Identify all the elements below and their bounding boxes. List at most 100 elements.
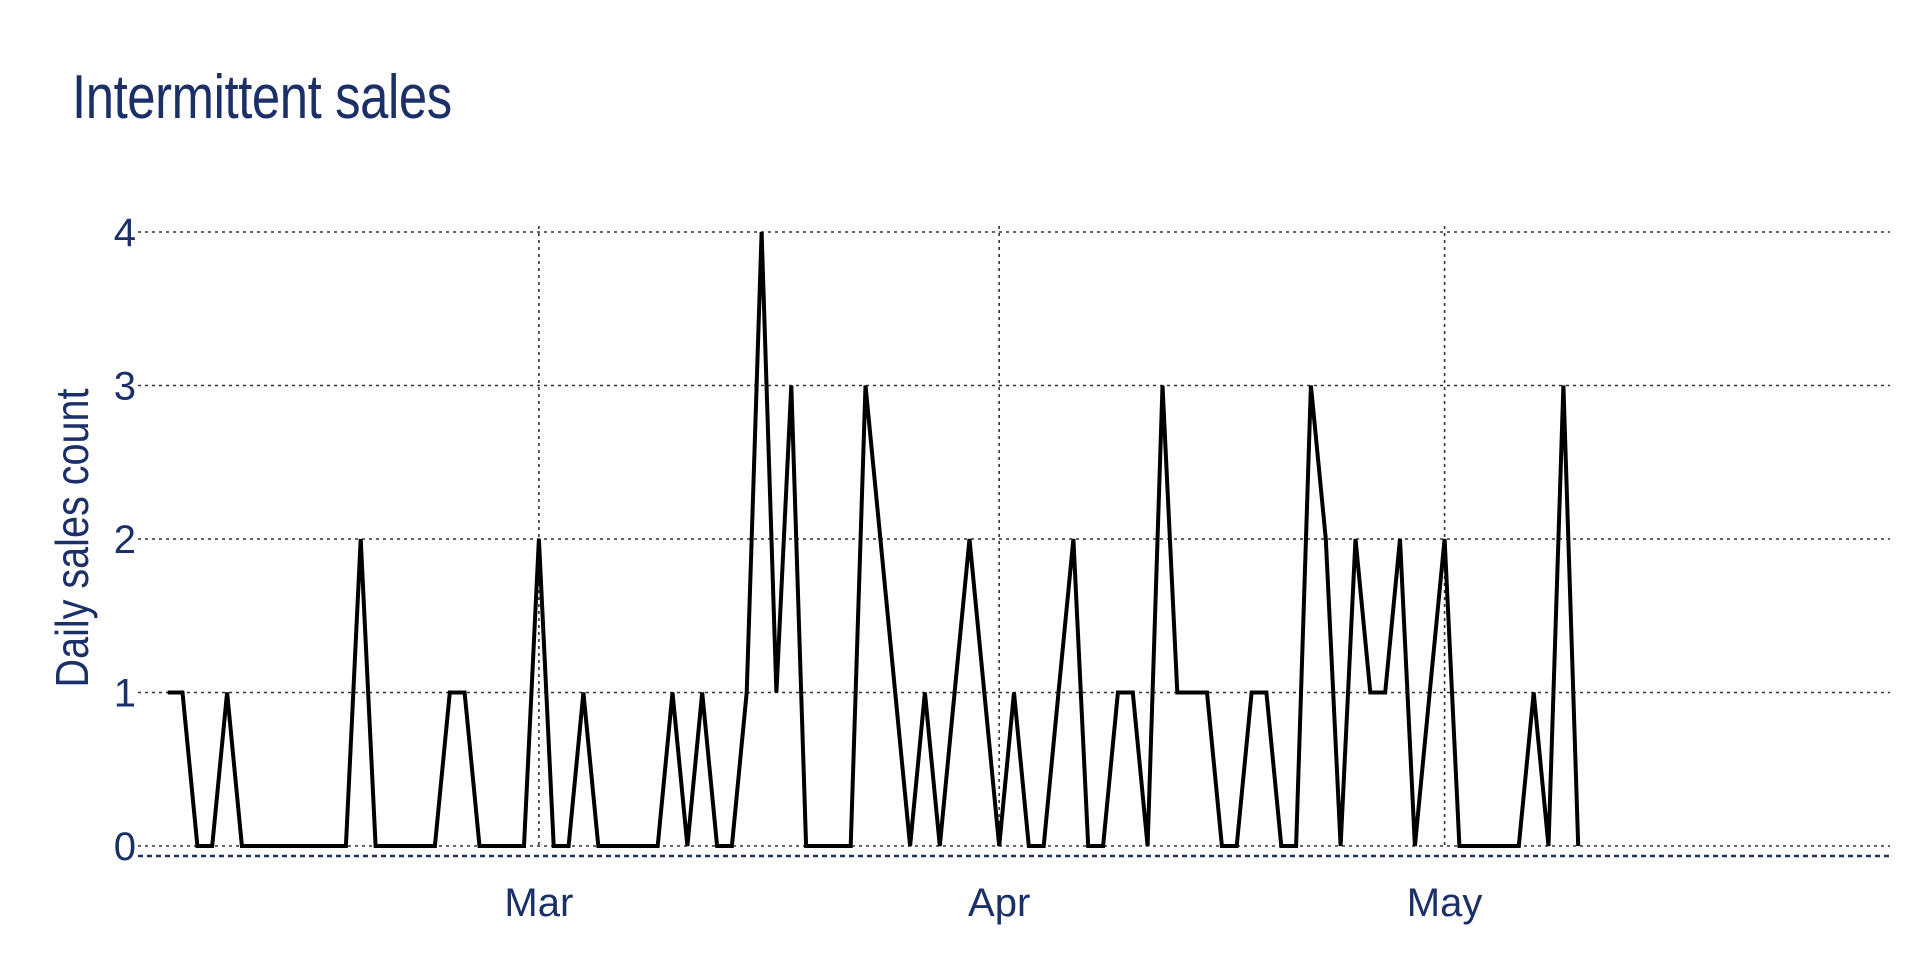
- data-point: [418, 844, 422, 848]
- data-point: [1012, 691, 1016, 695]
- data-point: [1368, 691, 1372, 695]
- data-point: [1086, 844, 1090, 848]
- data-point: [1324, 537, 1328, 541]
- data-point: [329, 844, 333, 848]
- data-point: [1190, 691, 1194, 695]
- data-point: [522, 844, 526, 848]
- data-point: [1398, 537, 1402, 541]
- data-point: [225, 691, 229, 695]
- data-point: [1264, 691, 1268, 695]
- data-point: [1205, 691, 1209, 695]
- data-point: [1517, 844, 1521, 848]
- data-point: [1561, 384, 1565, 388]
- data-point: [507, 844, 511, 848]
- data-point: [968, 537, 972, 541]
- data-point: [1101, 844, 1105, 848]
- data-point: [938, 844, 942, 848]
- data-point: [1354, 537, 1358, 541]
- y-tick-label: 0: [114, 825, 136, 869]
- x-tick-label: Mar: [504, 881, 573, 925]
- data-point: [715, 844, 719, 848]
- data-point: [433, 844, 437, 848]
- data-point: [878, 537, 882, 541]
- data-point: [240, 844, 244, 848]
- data-point: [774, 691, 778, 695]
- chart-title: Intermittent sales: [72, 63, 452, 132]
- data-point: [626, 844, 630, 848]
- x-tick-label: May: [1407, 881, 1483, 925]
- data-point: [374, 844, 378, 848]
- data-point: [1131, 691, 1135, 695]
- data-point: [1116, 691, 1120, 695]
- data-point: [492, 844, 496, 848]
- data-point: [849, 844, 853, 848]
- data-point: [997, 844, 1001, 848]
- data-point: [1487, 844, 1491, 848]
- data-point: [1472, 844, 1476, 848]
- data-point: [1428, 691, 1432, 695]
- data-point: [463, 691, 467, 695]
- data-point: [537, 537, 541, 541]
- data-point: [181, 691, 185, 695]
- data-point: [1576, 844, 1580, 848]
- data-point: [789, 384, 793, 388]
- data-point: [552, 844, 556, 848]
- data-point: [1057, 691, 1061, 695]
- data-point: [685, 844, 689, 848]
- y-tick-labels: 0 1 2 3 4: [114, 211, 136, 869]
- data-point: [745, 691, 749, 695]
- data-point: [819, 844, 823, 848]
- y-tick-label: 1: [114, 672, 136, 716]
- data-point: [671, 691, 675, 695]
- data-point: [403, 844, 407, 848]
- data-point: [285, 844, 289, 848]
- data-point: [270, 844, 274, 848]
- data-point: [596, 844, 600, 848]
- data-point: [1071, 537, 1075, 541]
- data-point: [255, 844, 259, 848]
- data-point: [388, 844, 392, 848]
- data-point: [1443, 537, 1447, 541]
- data-point: [893, 691, 897, 695]
- data-point: [1532, 691, 1536, 695]
- data-point: [908, 844, 912, 848]
- data-point: [834, 844, 838, 848]
- data-point: [730, 844, 734, 848]
- data-point: [1457, 844, 1461, 848]
- data-point: [1161, 384, 1165, 388]
- data-point: [359, 537, 363, 541]
- data-point: [344, 844, 348, 848]
- y-tick-label: 2: [114, 518, 136, 562]
- data-point: [1547, 844, 1551, 848]
- data-point: [314, 844, 318, 848]
- data-point: [1339, 844, 1343, 848]
- y-tick-label: 3: [114, 365, 136, 409]
- data-point: [581, 691, 585, 695]
- data-point: [1027, 844, 1031, 848]
- series-line: [167, 231, 1581, 848]
- x-tick-labels: Mar Apr May: [504, 881, 1482, 925]
- data-point: [1220, 844, 1224, 848]
- data-point: [611, 844, 615, 848]
- data-point: [478, 844, 482, 848]
- data-point: [210, 844, 214, 848]
- data-point: [1502, 844, 1506, 848]
- data-point: [1042, 844, 1046, 848]
- data-point: [1309, 384, 1313, 388]
- x-tick-label: Apr: [968, 881, 1030, 925]
- data-point: [1235, 844, 1239, 848]
- grid-layer: [138, 226, 1890, 847]
- data-point: [641, 844, 645, 848]
- series-layer: [167, 230, 1581, 848]
- data-point: [448, 691, 452, 695]
- data-point: [1383, 691, 1387, 695]
- data-point: [804, 844, 808, 848]
- y-axis-title: Daily sales count: [47, 388, 98, 687]
- data-point: [760, 230, 764, 234]
- y-tick-label: 4: [114, 211, 136, 255]
- data-point: [864, 384, 868, 388]
- data-point: [299, 844, 303, 848]
- data-point: [923, 691, 927, 695]
- data-point: [1250, 691, 1254, 695]
